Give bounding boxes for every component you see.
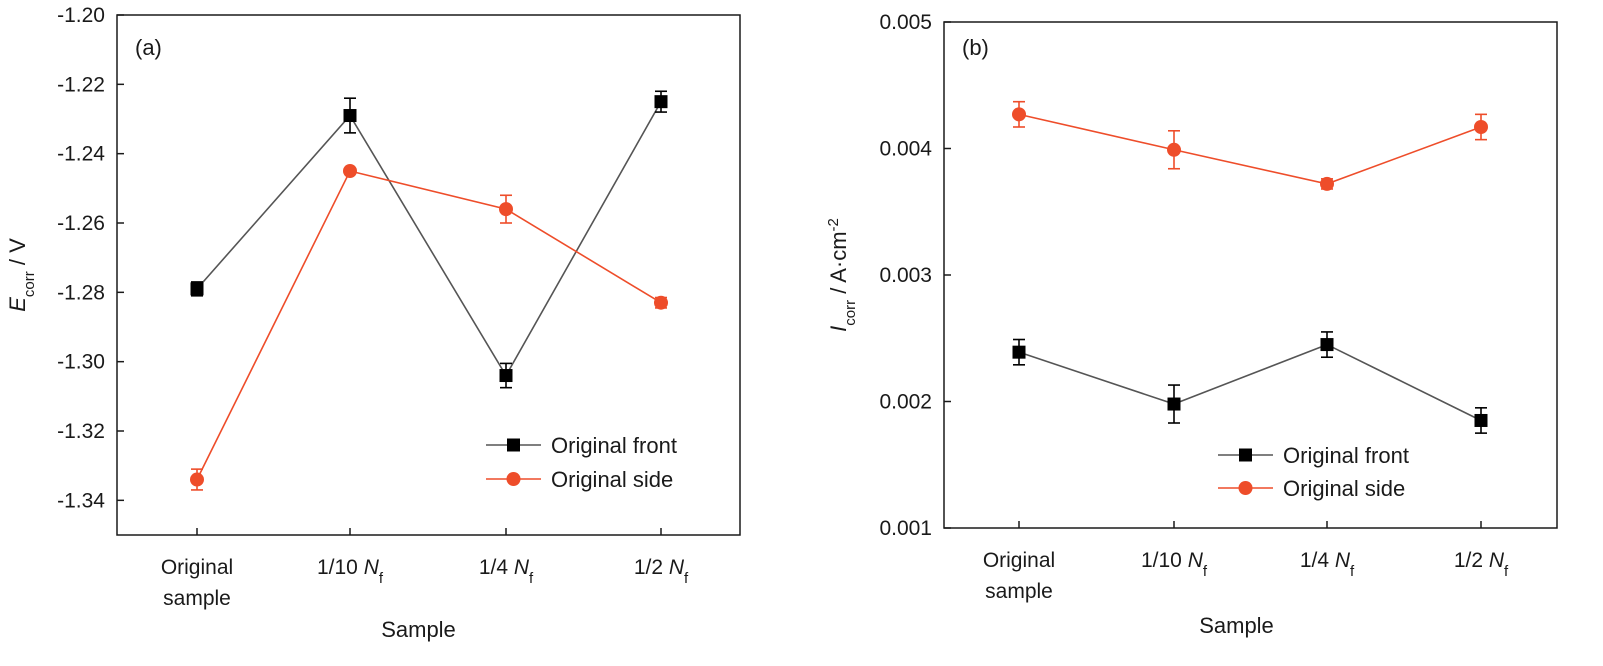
legend-marker xyxy=(1239,448,1252,462)
data-point xyxy=(1167,397,1181,411)
y-tick-label: -1.30 xyxy=(57,351,105,374)
legend-label: Original side xyxy=(551,467,673,492)
label-text: 1/10 xyxy=(1141,549,1188,572)
y-axis-unit: / A·cm xyxy=(826,231,851,299)
x-tick-label: 1/2 Nf xyxy=(634,556,689,587)
y-axis-subscript: corr xyxy=(21,271,38,297)
y-axis-symbol: I xyxy=(826,326,851,332)
x-tick-label: Original xyxy=(983,549,1055,572)
data-point xyxy=(190,472,204,487)
y-axis-label: Ecorr / V xyxy=(5,238,38,312)
label-text: sample xyxy=(163,587,231,610)
label-symbol: N xyxy=(669,556,685,579)
y-axis-symbol: E xyxy=(5,297,30,312)
panel-label: (b) xyxy=(962,35,989,60)
data-point xyxy=(343,164,357,178)
data-point xyxy=(1320,338,1334,352)
y-axis-label: Icorr / A·cm-2 xyxy=(825,218,859,332)
label-symbol: N xyxy=(1335,549,1351,572)
label-text: 1/4 xyxy=(1300,549,1335,572)
label-subscript: f xyxy=(1504,563,1509,580)
legend-label: Original side xyxy=(1283,476,1405,501)
label-text: Original xyxy=(983,549,1055,572)
label-subscript: f xyxy=(1203,563,1208,580)
legend-marker xyxy=(506,472,521,486)
legend: Original front Original side xyxy=(486,433,677,492)
label-subscript: f xyxy=(529,570,534,587)
label-subscript: f xyxy=(379,570,384,587)
data-point xyxy=(1474,119,1488,134)
data-point xyxy=(499,202,513,217)
legend-marker xyxy=(1238,481,1253,495)
panel-label: (a) xyxy=(135,35,162,60)
legend-label: Original front xyxy=(1283,443,1409,468)
y-tick-label: 0.001 xyxy=(879,517,932,540)
series-line xyxy=(1018,113,1482,185)
data-point xyxy=(1012,345,1026,359)
label-text: sample xyxy=(985,580,1053,603)
series-line xyxy=(196,101,662,378)
x-tick-label: 1/10 Nf xyxy=(1141,549,1208,580)
x-tick-label: sample xyxy=(163,587,231,610)
x-tick-label: 1/4 Nf xyxy=(1300,549,1355,580)
data-point xyxy=(1320,176,1334,191)
y-tick-label: 0.003 xyxy=(879,264,932,287)
y-tick-label: 0.005 xyxy=(879,11,932,34)
y-tick-label: 0.004 xyxy=(879,138,932,161)
label-text: 1/10 xyxy=(317,556,364,579)
series-original-front xyxy=(1012,331,1488,434)
data-point xyxy=(343,109,357,123)
x-tick-label: Original xyxy=(161,556,233,579)
y-tick-label: -1.22 xyxy=(57,73,105,96)
x-axis-label: Sample xyxy=(381,617,456,642)
label-symbol: N xyxy=(1489,549,1505,572)
data-point xyxy=(654,95,668,109)
label-subscript: f xyxy=(684,570,689,587)
series-original-front xyxy=(190,90,668,389)
chart-panel-a: -1.20 -1.22 -1.24 -1.26 -1.28 -1.30 -1.32 -1.34… xyxy=(5,4,741,642)
y-tick-label: -1.20 xyxy=(57,4,105,27)
label-symbol: N xyxy=(514,556,530,579)
label-subscript: f xyxy=(1350,563,1355,580)
label-text: 1/2 xyxy=(1454,549,1489,572)
data-point xyxy=(190,282,204,296)
label-text: 1/4 xyxy=(479,556,514,579)
y-axis-unit: / V xyxy=(5,238,30,271)
y-axis-superscript: -2 xyxy=(825,218,842,231)
x-tick-label: 1/10 Nf xyxy=(317,556,384,587)
data-point xyxy=(1167,142,1181,157)
data-point xyxy=(499,369,513,383)
label-text: Original xyxy=(161,556,233,579)
legend: Original front Original side xyxy=(1218,443,1409,501)
label-symbol: N xyxy=(1188,549,1204,572)
y-tick-label: -1.32 xyxy=(57,420,105,443)
data-point xyxy=(1474,413,1488,427)
x-tick-label: sample xyxy=(985,580,1053,603)
chart-panel-b: 0.001 0.002 0.003 0.004 0.005 Original sample 1… xyxy=(825,11,1558,638)
y-tick-label: 0.002 xyxy=(879,391,932,414)
data-point xyxy=(654,295,668,310)
x-tick-label: 1/2 Nf xyxy=(1454,549,1509,580)
y-tick-label: -1.24 xyxy=(57,143,105,166)
y-tick-label: -1.26 xyxy=(57,212,105,235)
series-original-side xyxy=(190,164,668,491)
plot-frame xyxy=(116,14,741,536)
y-tick-label: -1.34 xyxy=(57,489,105,512)
x-tick-label: 1/4 Nf xyxy=(479,556,534,587)
legend-marker xyxy=(507,438,520,452)
series-line xyxy=(196,170,662,480)
label-symbol: N xyxy=(364,556,380,579)
y-axis-subscript: corr xyxy=(842,300,859,326)
x-axis-label: Sample xyxy=(1199,613,1274,638)
label-text: 1/2 xyxy=(634,556,669,579)
y-tick-label: -1.28 xyxy=(57,281,105,304)
legend-label: Original front xyxy=(551,433,677,458)
series-line xyxy=(1018,343,1482,422)
series-original-side xyxy=(1012,100,1488,191)
data-point xyxy=(1012,107,1026,122)
